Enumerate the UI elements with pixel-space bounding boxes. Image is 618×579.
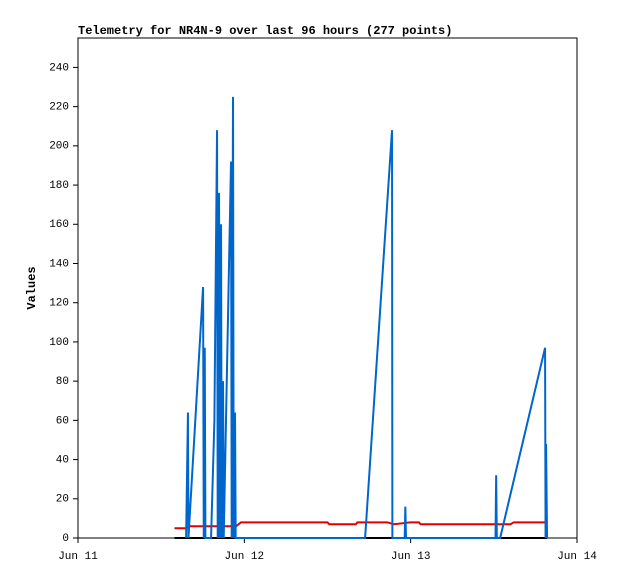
y-tick-label: 20 <box>56 494 69 506</box>
x-tick-label: Jun 11 <box>58 551 98 563</box>
y-tick-label: 0 <box>62 533 69 545</box>
x-tick-label: Jun 12 <box>225 551 265 563</box>
y-tick-label: 40 <box>56 454 69 466</box>
x-tick-label: Jun 14 <box>557 551 597 563</box>
y-tick-label: 140 <box>49 258 69 270</box>
y-tick-label: 120 <box>49 298 69 310</box>
y-tick-label: 180 <box>49 180 69 192</box>
y-tick-label: 160 <box>49 219 69 231</box>
y-tick-label: 240 <box>49 62 69 74</box>
chart-title: Telemetry for NR4N-9 over last 96 hours … <box>78 24 452 38</box>
y-tick-label: 100 <box>49 337 69 349</box>
series-line <box>185 96 549 539</box>
plot-frame <box>77 37 578 539</box>
x-tick-label: Jun 13 <box>391 551 431 563</box>
y-tick-label: 220 <box>49 102 69 114</box>
y-axis-label: Values <box>25 266 39 309</box>
y-tick-label: 60 <box>56 415 69 427</box>
y-tick-label: 80 <box>56 376 69 388</box>
y-tick-label: 200 <box>49 141 69 153</box>
